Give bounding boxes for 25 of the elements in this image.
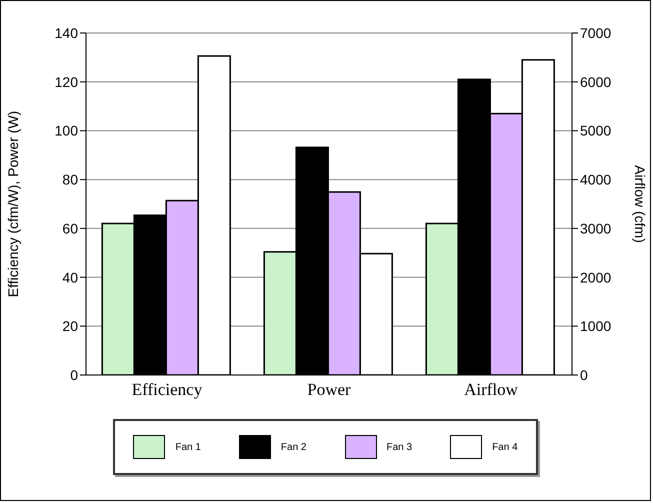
x-tick-label: Efficiency bbox=[132, 380, 203, 400]
y-tick-label: 20 bbox=[62, 318, 78, 334]
y-tick-label: 140 bbox=[54, 24, 78, 41]
y2-tick-label: 2000 bbox=[580, 269, 612, 286]
y-tick-label: 100 bbox=[54, 122, 78, 139]
y2-tick-label: 4000 bbox=[580, 172, 612, 188]
y-tick-label: 120 bbox=[54, 74, 78, 90]
y2-tick-label: 1000 bbox=[580, 318, 612, 334]
y-axis-title: Efficiency (cfm/W), Power (W) bbox=[4, 110, 21, 298]
y2-tick-label: 6000 bbox=[580, 74, 612, 90]
x-tick-label: Power bbox=[307, 380, 352, 400]
legend-label: Fan 4 bbox=[492, 442, 518, 452]
y2-tick-label: 3000 bbox=[580, 220, 612, 236]
y2-tick-label: 0 bbox=[580, 366, 588, 383]
y2-tick-label: 7000 bbox=[580, 24, 612, 41]
x-tick-label: Airflow bbox=[464, 380, 519, 400]
y-tick-label: 80 bbox=[62, 172, 78, 188]
y-tick-label: 40 bbox=[62, 269, 78, 286]
y2-axis-title: Airflow (cfm) bbox=[632, 165, 648, 243]
legend-label: Fan 1 bbox=[175, 442, 201, 452]
legend-label: Fan 3 bbox=[386, 442, 412, 452]
y-tick-label: 60 bbox=[62, 220, 78, 236]
y2-tick-label: 5000 bbox=[580, 122, 612, 139]
legend-label: Fan 2 bbox=[280, 442, 306, 452]
y-tick-label: 0 bbox=[70, 366, 78, 383]
